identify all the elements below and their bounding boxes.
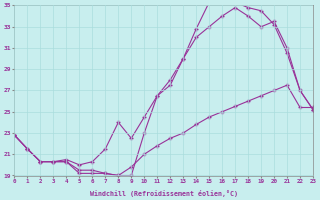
X-axis label: Windchill (Refroidissement éolien,°C): Windchill (Refroidissement éolien,°C) bbox=[90, 190, 238, 197]
